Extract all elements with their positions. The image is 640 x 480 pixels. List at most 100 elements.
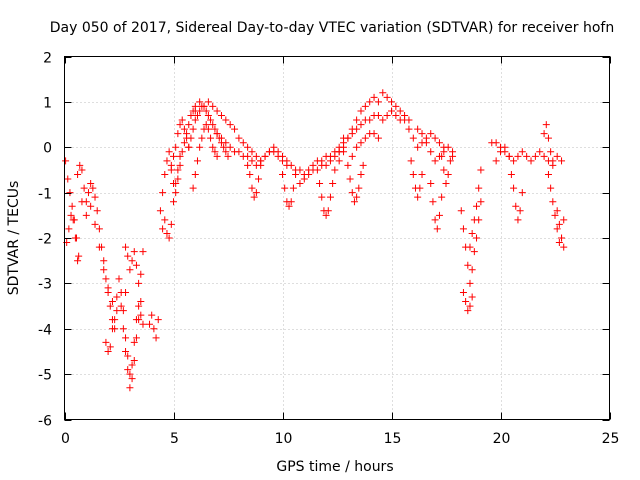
data-point bbox=[152, 334, 160, 342]
data-point bbox=[542, 121, 550, 129]
data-point bbox=[62, 157, 70, 165]
data-point bbox=[348, 189, 356, 197]
data-point bbox=[185, 121, 193, 129]
data-point bbox=[518, 189, 526, 197]
y-tick-label: -3 bbox=[38, 277, 52, 293]
data-point bbox=[429, 198, 437, 206]
data-point bbox=[108, 298, 116, 306]
data-point bbox=[473, 202, 481, 210]
data-point bbox=[544, 170, 552, 178]
data-point bbox=[414, 143, 422, 151]
data-point bbox=[111, 316, 119, 324]
data-point bbox=[438, 193, 446, 201]
data-point bbox=[196, 143, 204, 151]
data-point bbox=[470, 216, 478, 224]
data-point bbox=[87, 202, 95, 210]
data-point bbox=[250, 193, 258, 201]
data-point bbox=[279, 170, 286, 178]
data-point bbox=[71, 234, 79, 242]
data-point bbox=[357, 170, 365, 178]
data-point bbox=[518, 148, 526, 156]
data-point bbox=[137, 311, 145, 319]
data-point bbox=[126, 266, 134, 274]
data-point bbox=[172, 189, 180, 197]
data-point bbox=[322, 161, 330, 169]
data-point bbox=[427, 148, 435, 156]
data-point bbox=[119, 307, 127, 315]
data-point bbox=[457, 207, 465, 215]
data-point bbox=[130, 338, 138, 346]
data-point bbox=[80, 184, 88, 192]
data-point bbox=[466, 302, 474, 310]
data-point bbox=[300, 175, 308, 183]
data-point bbox=[551, 211, 559, 219]
data-point bbox=[444, 170, 452, 178]
data-point bbox=[361, 102, 369, 110]
data-point bbox=[246, 170, 254, 178]
data-point bbox=[213, 130, 221, 138]
data-point bbox=[468, 229, 476, 237]
data-point bbox=[193, 111, 201, 119]
data-point bbox=[477, 166, 485, 174]
data-point bbox=[163, 229, 171, 237]
data-point bbox=[540, 130, 548, 138]
data-point bbox=[150, 325, 158, 333]
data-point bbox=[435, 139, 443, 147]
data-point bbox=[396, 107, 404, 115]
data-point bbox=[388, 98, 395, 106]
data-point bbox=[366, 98, 374, 106]
data-point bbox=[492, 139, 500, 147]
data-point bbox=[361, 134, 369, 142]
data-point bbox=[244, 143, 252, 151]
data-point bbox=[407, 157, 415, 165]
data-point bbox=[477, 198, 485, 206]
data-point bbox=[148, 311, 156, 319]
data-point bbox=[555, 220, 563, 228]
data-point bbox=[165, 148, 173, 156]
data-point bbox=[78, 166, 86, 174]
data-point bbox=[257, 161, 265, 169]
data-point bbox=[464, 307, 472, 315]
data-point bbox=[466, 279, 474, 287]
data-point bbox=[200, 102, 208, 110]
data-point bbox=[560, 243, 568, 251]
data-point bbox=[285, 202, 293, 210]
data-point bbox=[433, 225, 441, 233]
data-point bbox=[331, 152, 339, 160]
data-point bbox=[139, 248, 147, 256]
data-point bbox=[69, 216, 77, 224]
data-point bbox=[507, 170, 515, 178]
x-tick-label: 5 bbox=[170, 431, 179, 447]
data-point bbox=[104, 347, 112, 355]
x-tick-labels: 0 5 10 15 20 25 bbox=[61, 431, 619, 447]
data-point bbox=[202, 107, 210, 115]
data-point bbox=[117, 302, 125, 310]
data-point bbox=[427, 130, 435, 138]
data-point bbox=[222, 148, 230, 156]
data-point bbox=[82, 211, 90, 219]
data-point bbox=[74, 257, 82, 265]
data-point bbox=[549, 198, 557, 206]
data-point bbox=[84, 189, 92, 197]
data-point bbox=[292, 170, 300, 178]
data-point bbox=[89, 184, 97, 192]
data-point bbox=[122, 334, 130, 342]
data-point bbox=[180, 139, 188, 147]
data-point bbox=[359, 161, 367, 169]
data-point bbox=[270, 148, 278, 156]
data-point bbox=[558, 234, 566, 242]
data-point bbox=[161, 170, 169, 178]
data-point bbox=[459, 225, 467, 233]
data-point bbox=[279, 157, 286, 165]
data-point bbox=[108, 325, 116, 333]
data-point bbox=[172, 180, 180, 188]
data-point bbox=[296, 166, 304, 174]
data-point bbox=[217, 134, 225, 142]
data-point bbox=[213, 152, 221, 160]
y-tick-label: -2 bbox=[38, 232, 52, 248]
data-point bbox=[313, 166, 321, 174]
data-point bbox=[156, 207, 164, 215]
data-point bbox=[172, 143, 180, 151]
data-point bbox=[335, 148, 343, 156]
data-point bbox=[124, 366, 132, 374]
